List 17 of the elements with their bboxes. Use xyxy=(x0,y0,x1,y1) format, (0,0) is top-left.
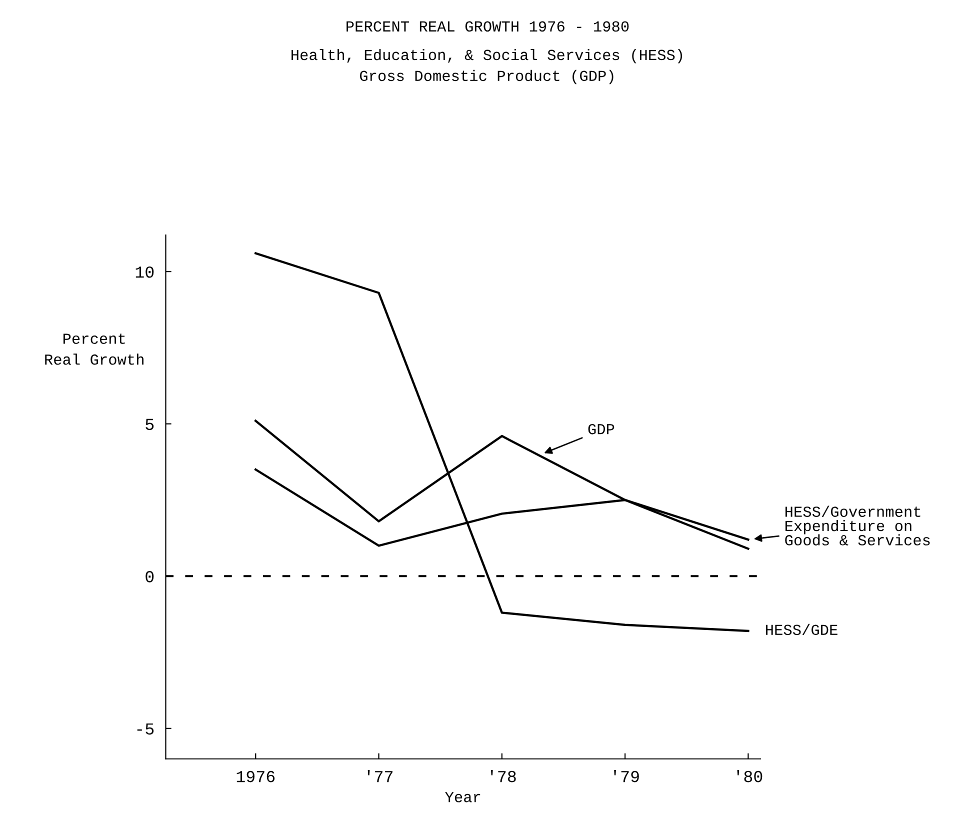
y-tick-label: 0 xyxy=(146,571,154,582)
chart-title: PERCENT REAL GROWTH 1976 - 1980 xyxy=(346,21,629,32)
y-tick-label: 5 xyxy=(146,418,154,430)
series-label: HESS/GDE xyxy=(766,624,838,636)
x-tick-label: '79 xyxy=(614,770,639,782)
y-axis-title: Percent Real Growth xyxy=(45,334,144,365)
line-series xyxy=(254,252,750,632)
text: HESS/Government Expenditure on Goods & Services xyxy=(785,506,930,546)
x-tick-label: 1976 xyxy=(236,770,275,782)
y-tick-label: -5 xyxy=(137,723,154,735)
x-tick-label: '80 xyxy=(737,770,762,782)
text: GDP xyxy=(588,424,614,434)
x-tick-label: '77 xyxy=(368,770,392,782)
x-tick-label: '78 xyxy=(490,770,516,782)
chart-subtitle: Health, Education, & Social Services (HESS) Gross Domestic Product (GDP) xyxy=(292,48,682,84)
x-axis-title: Year xyxy=(445,792,480,802)
y-tick-label: 10 xyxy=(136,266,154,278)
